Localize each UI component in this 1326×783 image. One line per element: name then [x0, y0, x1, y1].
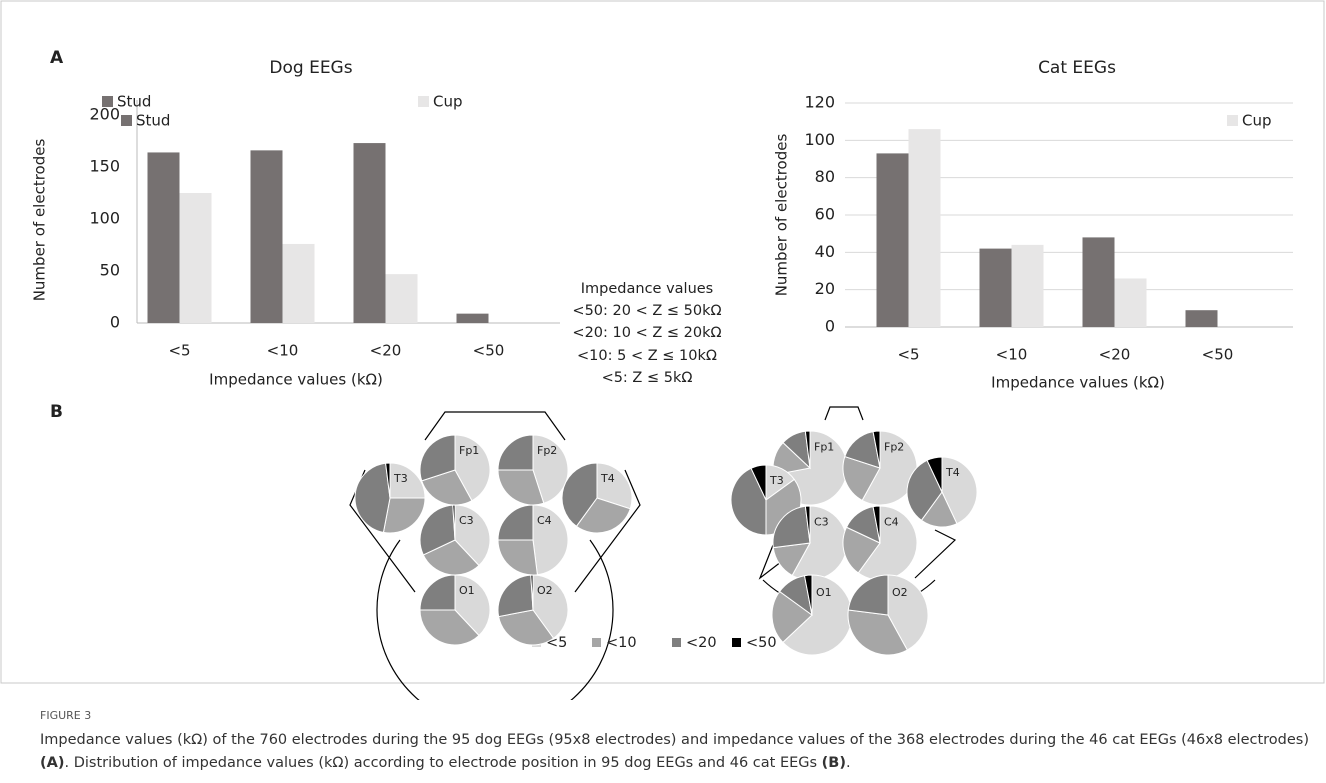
chart-title: Cat EEGs	[1038, 58, 1116, 78]
bar	[251, 150, 283, 323]
y-axis-label: Number of electrodes	[773, 134, 791, 297]
y-tick-label: 150	[89, 157, 120, 176]
y-tick-label: 200	[89, 105, 120, 124]
pie-slice	[355, 463, 390, 532]
y-tick-label: 20	[815, 279, 835, 298]
y-tick-label: 100	[89, 209, 120, 228]
pie-slice	[498, 575, 533, 616]
pie-slice	[383, 498, 425, 533]
cat-ear	[915, 530, 955, 578]
y-tick-label: 40	[815, 242, 835, 261]
x-tick-label: <50	[473, 342, 505, 360]
legend-swatch	[102, 96, 113, 107]
pie-label: T4	[600, 472, 615, 485]
legend-label: Stud	[136, 112, 170, 130]
bar	[1083, 237, 1115, 327]
pie-label: C3	[459, 514, 474, 527]
pie-label: T4	[945, 466, 960, 479]
legend-label: <50	[746, 635, 777, 651]
pie-label: O2	[892, 586, 908, 599]
bar	[148, 152, 180, 323]
pie-label: C3	[814, 516, 829, 529]
y-tick-label: 80	[815, 167, 835, 186]
legend-swatch	[592, 638, 601, 647]
bar	[1012, 245, 1044, 327]
bar	[283, 244, 315, 323]
legend-swatch	[1227, 115, 1238, 126]
bar	[1115, 278, 1147, 327]
pie-label: C4	[537, 514, 552, 527]
caption-text: Impedance values (kΩ) of the 760 electro…	[40, 732, 1309, 748]
bar	[354, 143, 386, 323]
x-tick-label: <10	[267, 342, 299, 360]
pie-slice	[420, 575, 455, 610]
legend-label: Stud	[117, 93, 151, 111]
pie-slice	[498, 435, 533, 470]
bar	[386, 274, 418, 323]
annotation-line: Impedance values	[581, 281, 713, 297]
legend-label: <10	[606, 635, 637, 651]
bar	[980, 249, 1012, 327]
pie-label: O1	[816, 586, 832, 599]
bar	[180, 193, 212, 323]
y-tick-label: 100	[804, 130, 835, 149]
annotation-line: <50: 20 < Z ≤ 50kΩ	[572, 303, 721, 319]
legend-swatch	[732, 638, 741, 647]
annotation-line: <20: 10 < Z ≤ 20kΩ	[572, 325, 721, 341]
bar	[909, 129, 941, 327]
bar	[457, 314, 489, 323]
caption: FIGURE 3 Impedance values (kΩ) of the 76…	[40, 704, 1310, 775]
x-axis-label: Impedance values (kΩ)	[991, 374, 1165, 392]
chart-title: Dog EEGs	[269, 58, 352, 78]
pie-label: O1	[459, 584, 475, 597]
y-tick-label: 60	[815, 205, 835, 224]
pie-label: O2	[537, 584, 553, 597]
x-tick-label: <10	[996, 346, 1028, 364]
x-tick-label: <5	[168, 342, 190, 360]
caption-text: . Distribution of impedance values (kΩ) …	[64, 755, 821, 771]
pie-label: T3	[393, 472, 408, 485]
y-axis-label: Number of electrodes	[31, 139, 49, 302]
legend-swatch	[418, 96, 429, 107]
pie-label: Fp2	[884, 441, 904, 454]
bar	[1186, 310, 1218, 327]
y-tick-label: 50	[100, 261, 120, 280]
caption-ref: (A)	[40, 755, 64, 771]
pie-label: Fp1	[459, 444, 479, 457]
y-tick-label: 0	[110, 313, 120, 332]
figure-label: FIGURE 3	[40, 704, 1310, 727]
x-tick-label: <5	[897, 346, 919, 364]
page: A B Impedance values <50: 20 < Z ≤ 50kΩ …	[0, 0, 1326, 783]
dog-head	[377, 540, 613, 700]
cat-nose	[825, 407, 863, 420]
pie-label: C4	[884, 516, 899, 529]
legend-label: Cup	[1242, 112, 1272, 130]
pie-legend: <5<10<20<50	[532, 635, 777, 651]
pie-label: Fp1	[814, 441, 834, 454]
panel-label: B	[50, 402, 63, 422]
x-tick-label: <20	[1099, 346, 1131, 364]
x-axis-label: Impedance values (kΩ)	[209, 371, 383, 389]
pie-slice	[848, 575, 888, 615]
legend-label: <20	[686, 635, 717, 651]
pie-slice	[498, 540, 537, 575]
y-tick-label: 0	[825, 317, 835, 336]
legend-swatch	[121, 115, 132, 126]
annotation-line: <10: 5 < Z ≤ 10kΩ	[577, 348, 717, 364]
annotation: Impedance values <50: 20 < Z ≤ 50kΩ <20:…	[572, 281, 721, 386]
legend-swatch	[672, 638, 681, 647]
caption-ref: (B)	[822, 755, 846, 771]
legend-label: Cup	[433, 93, 463, 111]
panel-label: A	[50, 48, 64, 68]
figure: A B Impedance values <50: 20 < Z ≤ 50kΩ …	[0, 0, 1326, 700]
x-tick-label: <20	[370, 342, 402, 360]
annotation-line: <5: Z ≤ 5kΩ	[602, 370, 693, 386]
pie-label: Fp2	[537, 444, 557, 457]
caption-text: .	[846, 755, 851, 771]
y-tick-label: 120	[804, 93, 835, 112]
bar	[877, 153, 909, 327]
pie-label: T3	[769, 474, 784, 487]
x-tick-label: <50	[1202, 346, 1234, 364]
pie-slice	[498, 505, 533, 540]
